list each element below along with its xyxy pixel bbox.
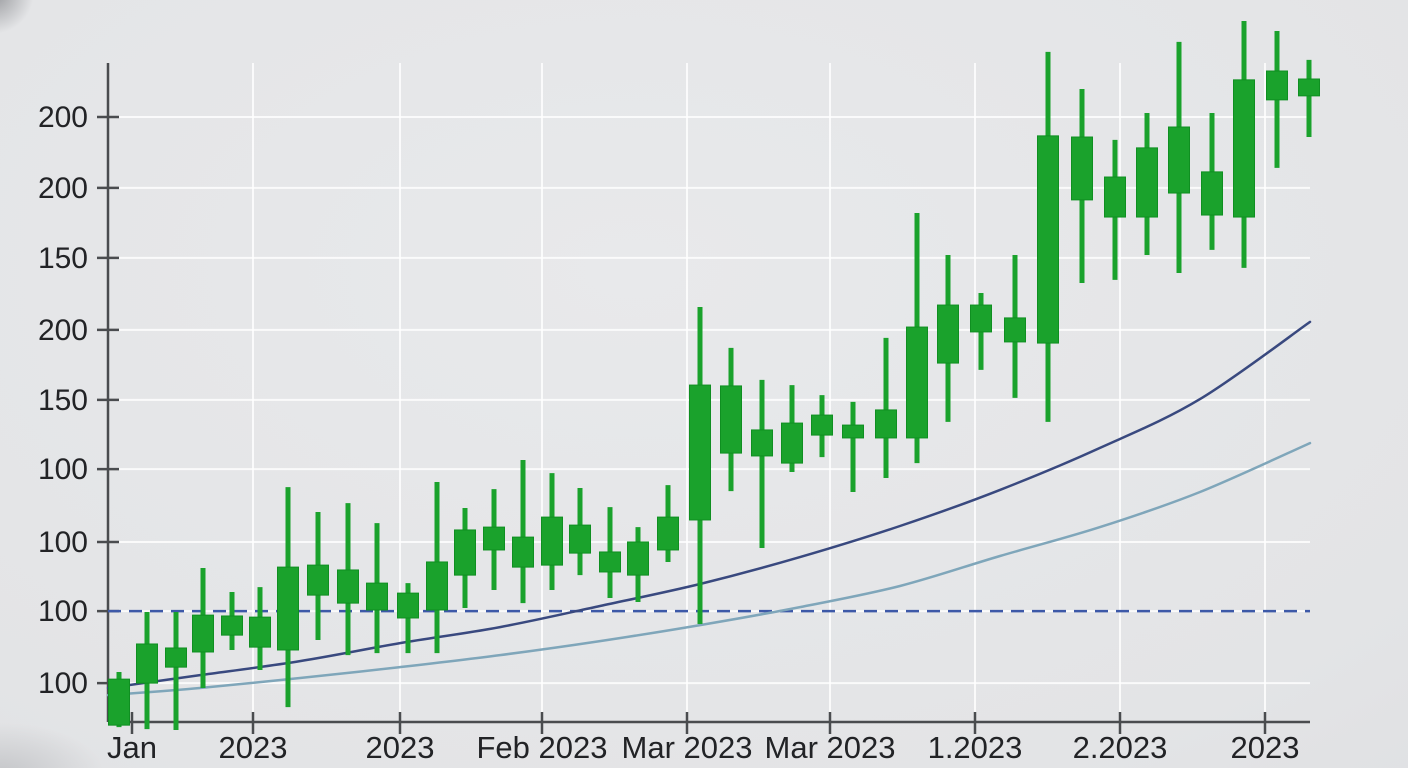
candle-body [657, 516, 679, 551]
candle-body [1037, 135, 1059, 344]
candle-body [781, 422, 803, 464]
candle-body [192, 614, 214, 653]
y-tick-label: 100 [38, 595, 88, 628]
candle-body [599, 551, 621, 573]
candle-body [1168, 126, 1190, 194]
candle-body [1298, 78, 1320, 97]
y-tick-label: 200 [38, 172, 88, 205]
x-tick-label: 2.2023 [1073, 730, 1168, 765]
y-tick-label: 200 [38, 101, 88, 134]
candle-body [454, 529, 476, 576]
candle-body [627, 541, 649, 576]
candle-body [906, 326, 928, 439]
candle-body [512, 536, 534, 568]
candle-body [1004, 317, 1026, 343]
candle-body [1266, 70, 1288, 101]
x-tick-label: 2023 [1231, 730, 1300, 765]
x-tick-label: 2023 [219, 730, 288, 765]
x-tick-label: 2023 [366, 730, 435, 765]
candle-body [426, 561, 448, 611]
candle-body [541, 516, 563, 566]
candle-body [689, 384, 711, 521]
candle-body [842, 424, 864, 439]
candle-body [307, 564, 329, 596]
candle-body [751, 429, 773, 457]
x-tick-label: 1.2023 [928, 730, 1023, 765]
y-tick-label: 150 [38, 242, 88, 275]
candle-body [337, 569, 359, 604]
candle-body [483, 526, 505, 551]
candle-body [720, 385, 742, 454]
x-tick-label: Feb 2023 [477, 730, 608, 765]
candle-body [569, 524, 591, 554]
candle-body [136, 643, 158, 684]
candle-body [1104, 176, 1126, 218]
x-tick-label: Mar 2023 [622, 730, 753, 765]
candle-body [397, 592, 419, 619]
candle-body [1201, 171, 1223, 216]
y-tick-label: 100 [38, 667, 88, 700]
candle-body [937, 304, 959, 364]
candle-body [875, 409, 897, 439]
candle-body [811, 414, 833, 436]
candle-body [108, 678, 130, 726]
candle-body [366, 582, 388, 611]
candle-body [1233, 79, 1255, 218]
x-tick-label: Mar 2023 [765, 730, 896, 765]
y-tick-label: 150 [38, 384, 88, 417]
candle-body [970, 304, 992, 333]
x-tick-label: Jan [107, 730, 157, 765]
trend-curve-light [106, 441, 1312, 697]
y-tick-label: 200 [38, 314, 88, 347]
candle-body [221, 615, 243, 636]
candle-body [249, 616, 271, 648]
y-tick-label: 100 [38, 453, 88, 486]
candle-body [1136, 147, 1158, 218]
candle-body [1071, 136, 1093, 201]
y-tick-label: 100 [38, 526, 88, 559]
candle-body [165, 647, 187, 668]
candle-body [277, 566, 299, 651]
